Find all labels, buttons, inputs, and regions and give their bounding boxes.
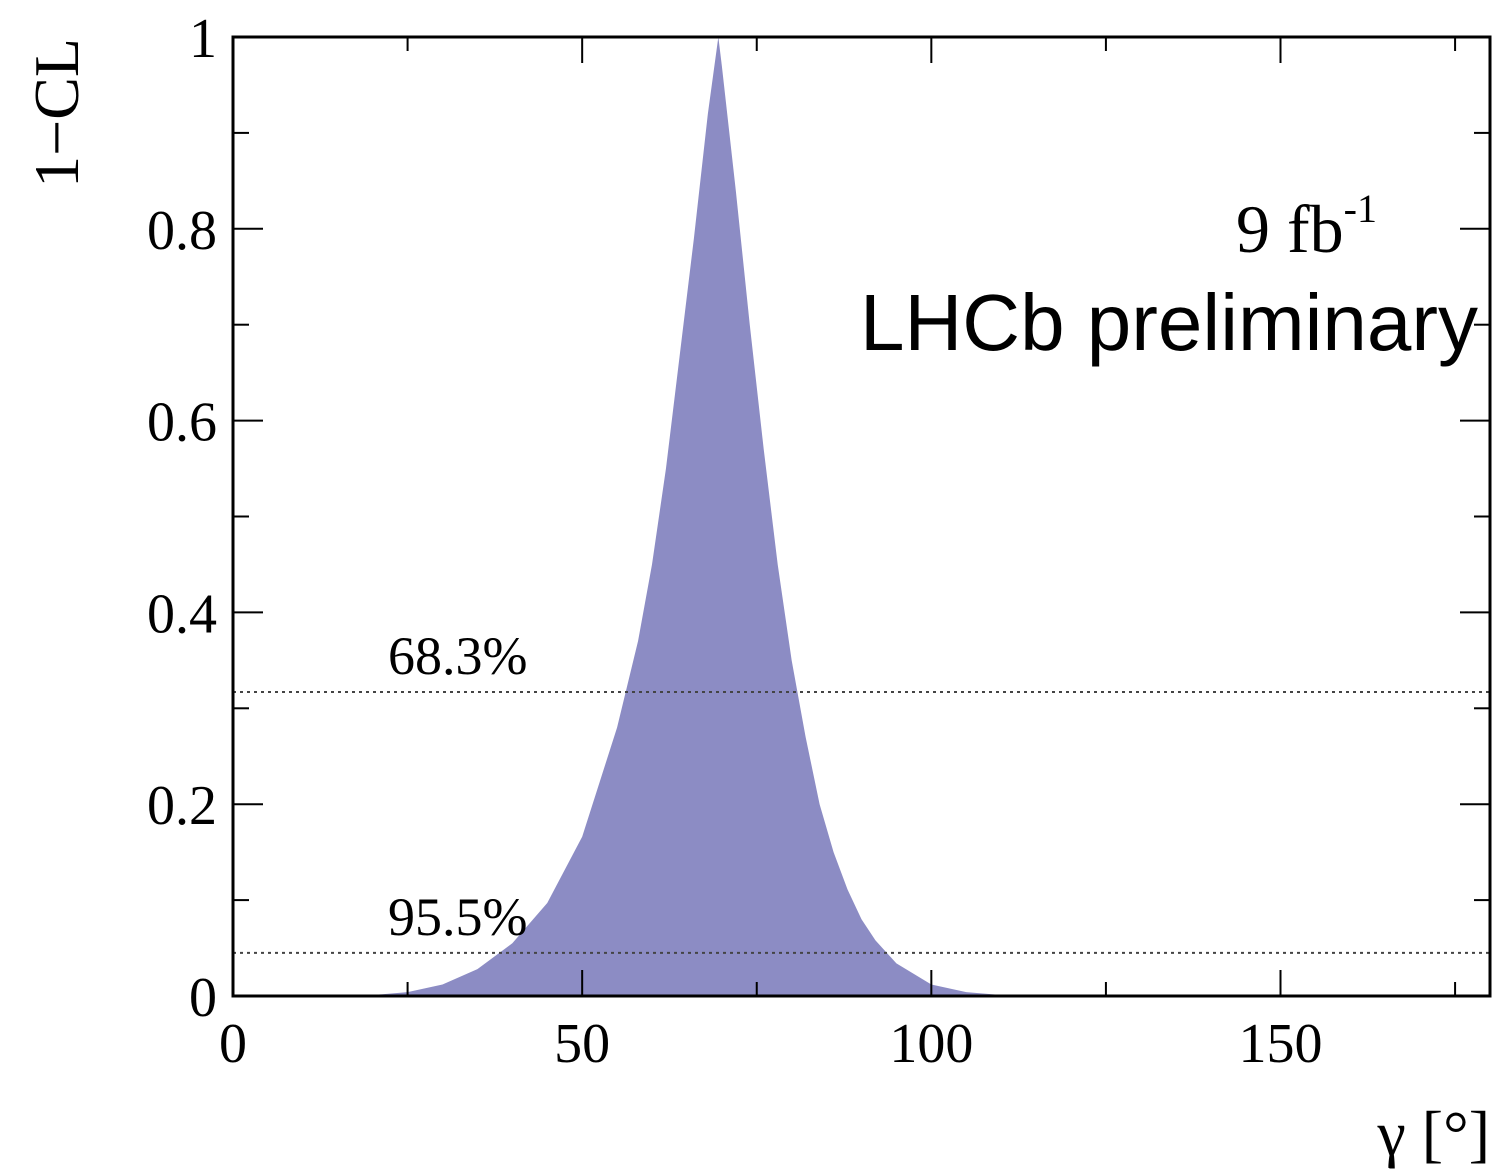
- y-axis-title: 1−CL: [21, 38, 92, 188]
- y-tick-label: 0: [189, 967, 217, 1029]
- x-axis-title: γ [°]: [1377, 1098, 1491, 1169]
- y-tick-label: 0.2: [147, 775, 217, 837]
- axes-layer: [231, 35, 1492, 998]
- y-tick-label: 0.6: [147, 392, 217, 454]
- tick-labels-layer: 0 50 100 150 0 0.2 0.4 0.6 0.8 1: [147, 8, 1323, 1075]
- x-tick-label: 50: [554, 1013, 610, 1075]
- cl-label-95: 95.5%: [388, 887, 527, 947]
- x-tick-label: 0: [219, 1013, 247, 1075]
- x-tick-label: 100: [889, 1013, 973, 1075]
- plot-frame: [231, 35, 1492, 998]
- y-tick-label: 0.4: [147, 583, 217, 645]
- series-area-0: [233, 37, 1490, 996]
- luminosity-label: 9 fb-1: [1236, 186, 1377, 267]
- cl-label-68: 68.3%: [388, 626, 527, 686]
- luminosity-exponent: -1: [1344, 186, 1377, 231]
- experiment-label: LHCb preliminary: [860, 278, 1478, 367]
- series-fill-layer: [233, 37, 1490, 996]
- y-tick-label: 0.8: [147, 200, 217, 262]
- y-tick-label: 1: [189, 8, 217, 70]
- x-tick-label: 150: [1239, 1013, 1323, 1075]
- luminosity-base: 9 fb: [1236, 191, 1344, 267]
